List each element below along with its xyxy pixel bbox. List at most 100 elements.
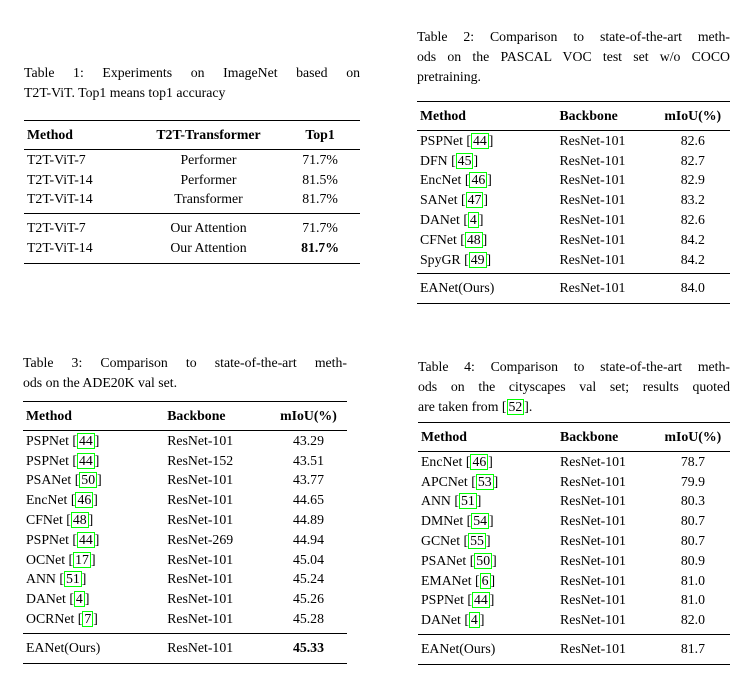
- cell-backbone: ResNet-101: [559, 132, 626, 148]
- citation-link[interactable]: 4: [468, 612, 480, 629]
- table-3: Method Backbone mIoU(%) PSPNet [44] ResNet-1…: [23, 401, 347, 664]
- table-row: SANet [47] ResNet-101 83.2: [417, 190, 730, 210]
- citation-link[interactable]: 44: [472, 592, 490, 609]
- column-header-backbone: Backbone: [560, 422, 656, 452]
- citation-link[interactable]: 4: [467, 211, 479, 228]
- cell-method: EncNet [46]: [420, 172, 492, 189]
- table-1-caption: Table 1: Experiments on ImageNet based o…: [24, 63, 360, 103]
- citation-link[interactable]: 46: [470, 453, 489, 470]
- table-row: CFNet [48] ResNet-101 44.89: [23, 510, 347, 530]
- cell-method: EMANet [6]: [421, 572, 496, 589]
- citation-link[interactable]: 46: [75, 492, 94, 509]
- table-4-figure: Table 4: Comparison to state-of-the-art …: [418, 357, 730, 665]
- table-row: T2T-ViT-7 Our Attention 71.7%: [24, 213, 360, 238]
- table-2-figure: Table 2: Comparison to state-of-the-art …: [417, 27, 730, 305]
- citation-link[interactable]: 47: [465, 192, 484, 209]
- table-4: Method Backbone mIoU(%) EncNet [46] ResNet-1…: [418, 422, 730, 665]
- cell-backbone: ResNet-101: [167, 472, 234, 488]
- table-4-caption-line: ods on the cityscapes val set; results q…: [418, 379, 730, 394]
- header-row: Method T2T-Transformer Top1: [24, 120, 360, 150]
- table-row: PSPNet [44] ResNet-101 81.0: [418, 590, 730, 610]
- cell-miou: 45.24: [292, 571, 324, 587]
- cell-method: GCNet [55]: [421, 532, 491, 549]
- citation-link[interactable]: 50: [474, 552, 493, 569]
- citation-link[interactable]: 55: [468, 532, 486, 549]
- table-row: DANet [4] ResNet-101 82.0: [418, 610, 730, 634]
- citation-link[interactable]: 17: [73, 551, 91, 568]
- citation-link[interactable]: 49: [468, 251, 487, 268]
- column-header-method: Method: [24, 120, 137, 150]
- cell-miou: 80.7: [680, 532, 705, 548]
- cell-miou: 80.3: [680, 493, 705, 509]
- citation-link[interactable]: 6: [479, 572, 491, 589]
- cell-miou: 45.33: [269, 632, 347, 664]
- cell-method: DANet [4]: [420, 211, 484, 228]
- bold-value: 81.7%: [301, 239, 340, 255]
- cell-method: SANet [47]: [420, 192, 489, 209]
- citation-link[interactable]: 44: [77, 432, 95, 449]
- citation-link[interactable]: 44: [77, 452, 95, 469]
- cell-method: DMNet [54]: [421, 513, 494, 530]
- column-header-backbone: Backbone: [167, 401, 270, 431]
- cell-method: ANN [51]: [26, 571, 87, 588]
- citation-link[interactable]: 44: [471, 132, 489, 149]
- table-2-caption-line: ods on the PASCAL VOC test set w/o COCO: [417, 49, 730, 64]
- table-row: DANet [4] ResNet-101 45.26: [23, 589, 347, 609]
- citation-link[interactable]: 44: [77, 531, 95, 548]
- table-4-caption-line: are taken from [52].: [418, 399, 533, 415]
- row-group: T2T-ViT-7 Performer 71.7% T2T-ViT-14 Perform…: [24, 149, 360, 213]
- cell-backbone: ResNet-101: [167, 591, 234, 607]
- citation-link[interactable]: 48: [464, 231, 483, 248]
- cell-miou: 81.0: [680, 572, 705, 588]
- cell-top1: 71.7%: [280, 213, 360, 238]
- citation-link[interactable]: 48: [70, 511, 89, 528]
- cell-backbone: ResNet-101: [559, 192, 626, 208]
- table-row: EANet(Ours) ResNet-101 81.7: [418, 633, 730, 665]
- table-row: T2T-ViT-7 Performer 71.7%: [24, 149, 360, 169]
- table-row: EANet(Ours) ResNet-101 84.0: [417, 273, 730, 304]
- table-row: T2T-ViT-14 Performer 81.5%: [24, 170, 360, 190]
- ours-row-group: EANet(Ours) ResNet-101 84.0: [417, 273, 730, 304]
- citation-link[interactable]: 7: [82, 610, 94, 627]
- cell-backbone: ResNet-101: [559, 273, 656, 304]
- cell-method: CFNet [48]: [420, 231, 488, 248]
- table-row: EncNet [46] ResNet-101 44.65: [23, 490, 347, 510]
- cell-method: OCNet [17]: [26, 551, 96, 568]
- table-row: T2T-ViT-14 Our Attention 81.7%: [24, 238, 360, 263]
- cell-method: DANet [4]: [26, 591, 90, 608]
- cell-backbone: ResNet-101: [559, 231, 626, 247]
- column-header-t2t-transformer: T2T-Transformer: [136, 120, 281, 150]
- cell-miou: 43.77: [292, 472, 324, 488]
- table-row: EncNet [46] ResNet-101 82.9: [417, 170, 730, 190]
- citation-link[interactable]: 50: [79, 472, 98, 489]
- citation-link[interactable]: 54: [471, 513, 490, 530]
- cell-miou: 80.9: [680, 552, 705, 568]
- cell-method: DFN [45]: [420, 152, 479, 169]
- cell-method: T2T-ViT-14: [27, 191, 93, 207]
- column-header-backbone: Backbone: [559, 101, 656, 131]
- cell-method: EANet(Ours): [417, 273, 560, 304]
- citation-link[interactable]: 4: [73, 591, 85, 608]
- cell-backbone: ResNet-101: [559, 172, 626, 188]
- table-row: PSPNet [44] ResNet-152 43.51: [23, 451, 347, 471]
- row-group: EncNet [46] ResNet-101 78.7 APCNet [53] ResN…: [418, 451, 730, 634]
- table-2-caption: Table 2: Comparison to state-of-the-art …: [417, 27, 730, 87]
- cell-method: PSPNet [44]: [26, 531, 100, 548]
- cell-backbone: ResNet-101: [559, 211, 626, 227]
- cell-miou: 45.26: [292, 591, 324, 607]
- header-row: Method Backbone mIoU(%): [418, 422, 730, 452]
- cell-t2t-transformer: Our Attention: [170, 239, 247, 255]
- cell-miou: 84.0: [655, 273, 730, 304]
- citation-link[interactable]: 51: [63, 571, 82, 588]
- table-4-caption-line: Table 4: Comparison to state-of-the-art …: [418, 359, 730, 374]
- table-row: PSPNet [44] ResNet-101 82.6: [417, 130, 730, 150]
- citation-link[interactable]: 53: [475, 473, 494, 490]
- header-row: Method Backbone mIoU(%): [417, 101, 730, 131]
- citation-link[interactable]: 52: [506, 399, 525, 415]
- cell-backbone: ResNet-101: [560, 552, 626, 568]
- cell-backbone: ResNet-101: [167, 432, 234, 448]
- citation-link[interactable]: 45: [455, 152, 474, 169]
- citation-link[interactable]: 51: [458, 493, 477, 510]
- cell-top1: 71.7%: [302, 151, 338, 167]
- citation-link[interactable]: 46: [469, 172, 488, 189]
